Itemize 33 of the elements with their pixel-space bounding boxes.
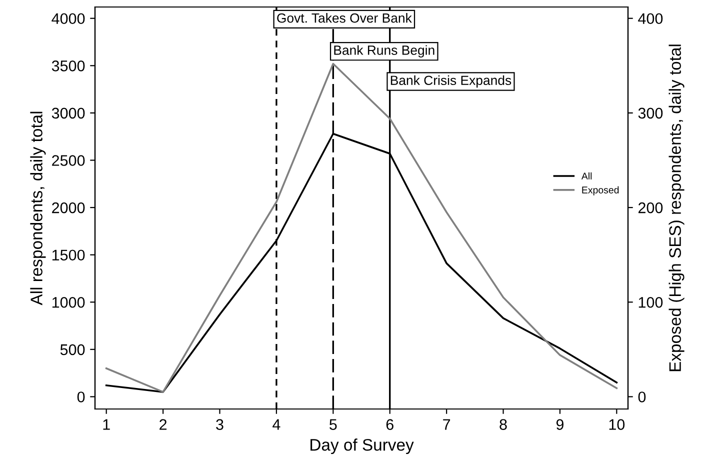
x-tick-label: 9 [556,419,564,430]
x-tick-label: 1 [103,419,110,430]
y2-tick-label: 400 [638,13,663,24]
line-series [105,62,618,393]
x-tick-label: 3 [216,419,224,430]
x-tick-label: 8 [500,419,507,430]
y-tick-label: 2000 [52,202,85,214]
y-tick-label: 1500 [52,250,85,261]
y-tick-label: 3500 [52,60,85,72]
legend-label: Exposed [582,186,619,196]
y2-tick-label: 300 [638,108,663,119]
y2-axis-title: Exposed (High SES) respondents, daily total [668,44,684,372]
legend-label: All [581,172,592,180]
y2-tick-label: 100 [638,296,663,308]
y-tick-label: 0 [77,392,85,402]
y-tick-label: 2500 [52,155,85,166]
x-tick-label: 4 [272,419,280,430]
y-axis-title: All respondents, daily total [30,112,46,306]
y2-tick-label: 200 [638,202,663,214]
x-tick-label: 5 [330,419,337,430]
ref-line-label: Bank Runs Begin [334,45,434,58]
x-tick-label: 2 [160,419,167,430]
y-tick-label: 500 [60,344,85,356]
ref-line-label: Bank Crisis Expands [390,75,512,88]
y2-tick-label: 0 [638,392,646,402]
x-tick-label: 10 [609,419,625,430]
ref-line-label: Govt. Takes Over Bank [277,13,412,23]
y-tick-label: 3000 [52,108,85,119]
y-tick-label: 1000 [52,296,85,308]
x-axis-title: Day of Survey [310,438,414,454]
x-tick-label: 6 [386,419,394,430]
y-tick-label: 4000 [52,13,85,24]
x-tick-label: 7 [443,419,450,430]
